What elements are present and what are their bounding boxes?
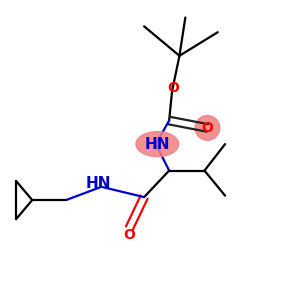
Text: HN: HN xyxy=(86,176,111,191)
Text: O: O xyxy=(124,228,135,242)
Text: O: O xyxy=(202,121,213,135)
Ellipse shape xyxy=(136,132,179,157)
Text: O: O xyxy=(168,81,179,95)
Circle shape xyxy=(195,116,220,140)
Text: HN: HN xyxy=(145,136,170,152)
